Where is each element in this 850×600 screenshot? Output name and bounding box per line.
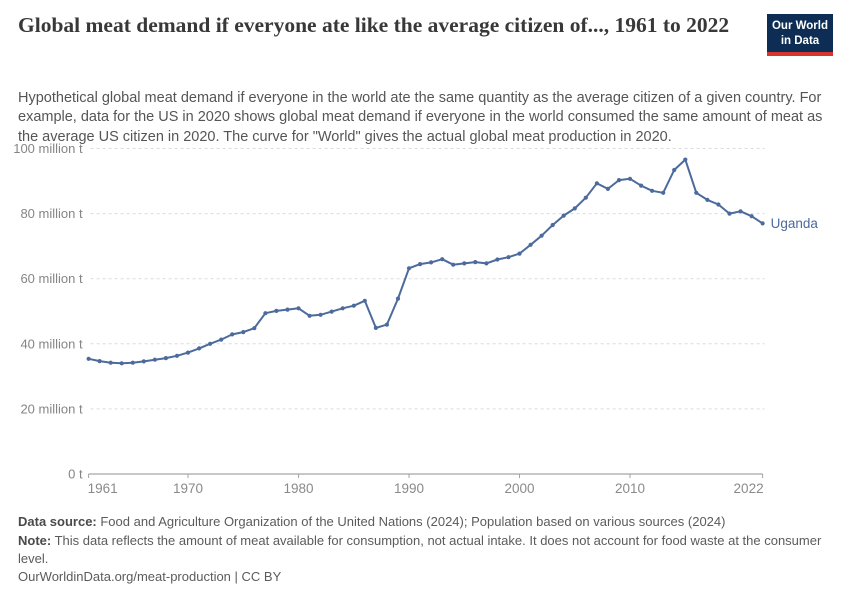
- data-point: [616, 178, 622, 183]
- data-point: [185, 350, 191, 355]
- data-point: [517, 251, 522, 256]
- x-axis-tick-label: 2022: [734, 481, 764, 496]
- y-axis-tick-label: 60 million t: [20, 271, 83, 286]
- data-point: [373, 325, 378, 330]
- data-point: [406, 266, 412, 271]
- data-point: [583, 195, 588, 200]
- data-point: [627, 176, 633, 181]
- data-point: [550, 222, 555, 228]
- data-point: [440, 257, 445, 262]
- note-line: Note: This data reflects the amount of m…: [18, 532, 836, 567]
- data-point: [451, 262, 456, 267]
- data-point: [727, 211, 732, 216]
- data-point: [174, 353, 180, 358]
- data-point: [340, 306, 345, 311]
- data-point: [197, 346, 202, 351]
- data-point: [152, 357, 157, 362]
- data-point: [86, 356, 91, 361]
- data-point: [528, 242, 533, 247]
- data-point: [694, 190, 699, 195]
- data-point: [230, 332, 235, 337]
- x-axis-tick-label: 1961: [88, 481, 118, 496]
- data-point: [163, 356, 168, 361]
- data-point: [462, 261, 467, 266]
- x-axis-tick-label: 1990: [394, 481, 424, 496]
- y-axis-tick-label: 40 million t: [20, 336, 83, 351]
- data-point: [208, 341, 213, 346]
- data-source-text: Food and Agriculture Organization of the…: [96, 514, 726, 529]
- data-point: [716, 202, 721, 207]
- data-point: [605, 186, 611, 191]
- data-point: [318, 312, 323, 317]
- data-point: [539, 233, 544, 238]
- page-title: Global meat demand if everyone ate like …: [18, 13, 730, 37]
- chart-subtitle: Hypothetical global meat demand if every…: [18, 90, 823, 145]
- data-point: [119, 361, 124, 366]
- data-point: [418, 262, 423, 267]
- data-point: [594, 181, 600, 186]
- data-point: [219, 337, 224, 342]
- data-point: [274, 308, 279, 313]
- data-point: [495, 257, 500, 262]
- data-point: [738, 209, 743, 214]
- note-label: Note:: [18, 533, 52, 548]
- y-axis-tick-label: 20 million t: [20, 401, 83, 416]
- data-point: [97, 359, 102, 364]
- data-point: [130, 360, 135, 365]
- data-point: [108, 360, 113, 365]
- citation-line: OurWorldinData.org/meat-production | CC …: [18, 569, 282, 584]
- data-point: [705, 197, 710, 202]
- data-point: [749, 214, 754, 219]
- x-axis-tick-label: 1970: [173, 481, 203, 496]
- data-point: [683, 157, 688, 162]
- note-text: This data reflects the amount of meat av…: [18, 533, 822, 566]
- data-point: [429, 260, 434, 265]
- data-point: [384, 322, 389, 327]
- data-point: [473, 260, 478, 265]
- x-axis-tick-label: 2000: [504, 481, 534, 496]
- data-point: [672, 167, 677, 173]
- data-point: [263, 311, 268, 316]
- data-point: [760, 221, 765, 226]
- data-point: [572, 206, 577, 211]
- data-point: [661, 190, 666, 195]
- y-axis-tick-label: 100 million t: [13, 141, 83, 156]
- data-point: [351, 303, 356, 308]
- data-point: [561, 213, 566, 218]
- data-point: [362, 298, 367, 303]
- y-axis-tick-label: 0 t: [68, 467, 83, 482]
- data-point: [484, 261, 489, 266]
- data-point: [252, 326, 257, 331]
- data-source-line: Data source: Food and Agriculture Organi…: [18, 513, 836, 531]
- owid-logo-line2: in Data: [780, 34, 820, 47]
- x-axis-tick-label: 2010: [615, 481, 645, 496]
- data-point: [329, 309, 334, 314]
- data-point: [395, 296, 401, 301]
- owid-logo: Our World in Data: [767, 14, 833, 57]
- series-label-uganda: Uganda: [771, 216, 819, 231]
- data-point: [285, 307, 290, 312]
- data-point: [141, 359, 146, 364]
- data-point: [307, 313, 312, 318]
- series-line-uganda: [87, 158, 764, 365]
- owid-logo-line1: Our World: [771, 20, 828, 32]
- data-point: [650, 188, 655, 193]
- data-point: [506, 255, 511, 260]
- y-axis-tick-label: 80 million t: [20, 206, 83, 221]
- data-point: [241, 330, 246, 335]
- data-source-label: Data source:: [18, 514, 97, 529]
- data-point: [639, 183, 644, 188]
- data-point: [296, 306, 301, 311]
- x-axis-tick-label: 1980: [284, 481, 314, 496]
